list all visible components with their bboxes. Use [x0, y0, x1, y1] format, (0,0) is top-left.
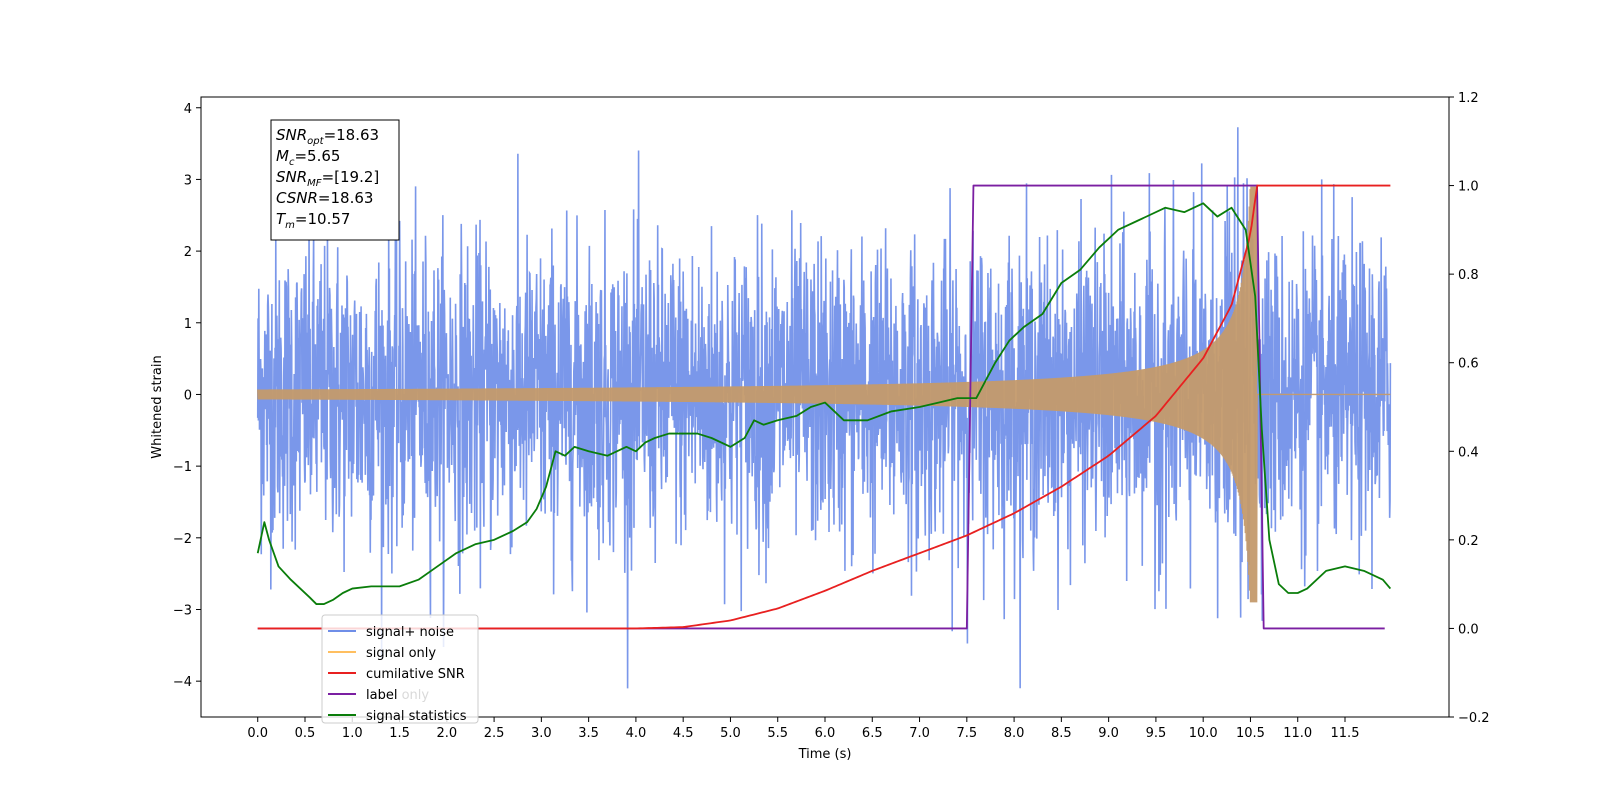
- y2-tick-label: 0.6: [1458, 357, 1479, 372]
- x-tick-label: 8.5: [1051, 726, 1072, 741]
- series-signal-noise: [256, 127, 1392, 689]
- annotation-line: CSNR=18.63: [276, 189, 373, 207]
- annotation-line: SNRopt=18.63: [276, 126, 379, 147]
- x-tick-label: 11.5: [1331, 726, 1360, 741]
- series-signal-statistics: [256, 202, 1392, 605]
- annotation-box: SNRopt=18.63Mc=5.65SNRMF=[19.2]CSNR=18.6…: [270, 119, 400, 241]
- x-tick-label: 5.5: [767, 726, 788, 741]
- x-tick-label: 3.0: [531, 726, 552, 741]
- x-tick-label: 7.5: [956, 726, 977, 741]
- annotation-line: Mc=5.65: [276, 147, 340, 168]
- x-tick-label: 9.5: [1146, 726, 1167, 741]
- x-tick-label: 0.0: [247, 726, 268, 741]
- y-axis-right: −0.2 0.0 0.2 0.4 0.6 0.8 1.0 1.2: [1449, 91, 1490, 726]
- x-axis-label: Time (s): [798, 747, 852, 762]
- x-tick-label: 11.0: [1283, 726, 1312, 741]
- y-tick-label: 1: [184, 317, 192, 332]
- legend-label: cumilative SNR: [366, 667, 465, 682]
- legend-frame: [321, 614, 479, 724]
- y-tick-label: 4: [184, 102, 192, 117]
- legend-label-hidden: label only: [366, 688, 429, 703]
- y-tick-label: 3: [184, 173, 192, 188]
- y2-tick-label: 0.4: [1458, 445, 1479, 460]
- y-tick-label: 0: [184, 388, 192, 403]
- x-tick-label: 2.5: [484, 726, 505, 741]
- x-tick-label: 9.0: [1098, 726, 1119, 741]
- x-tick-label: 2.0: [436, 726, 457, 741]
- annotation-frame: [270, 119, 400, 241]
- x-tick-label: 1.0: [342, 726, 363, 741]
- x-tick-label: 4.5: [673, 726, 694, 741]
- annotation-line: Tm=10.57: [276, 210, 350, 231]
- x-tick-label: 10.5: [1236, 726, 1265, 741]
- series-label: [257, 184, 1385, 630]
- y-tick-label: 2: [184, 245, 192, 260]
- y-tick-label: −1: [173, 460, 192, 475]
- x-tick-label: 6.0: [815, 726, 836, 741]
- y2-tick-label: 1.2: [1458, 91, 1479, 106]
- annotation-line: SNRMF=[19.2]: [276, 168, 379, 189]
- y-axis-left: −4 −3 −2 −1 0 1 2 3 4: [173, 102, 201, 690]
- legend-label: signal only: [366, 646, 436, 661]
- x-tick-label: 0.5: [295, 726, 316, 741]
- x-tick-label: 8.0: [1004, 726, 1025, 741]
- y2-tick-label: 0.2: [1458, 534, 1479, 549]
- y-tick-label: −4: [173, 675, 192, 690]
- x-tick-label: 4.0: [626, 726, 647, 741]
- y2-tick-label: 1.0: [1458, 180, 1479, 195]
- x-tick-label: 7.0: [909, 726, 930, 741]
- x-tick-label: 3.5: [578, 726, 599, 741]
- x-tick-label: 1.5: [389, 726, 410, 741]
- x-axis: 0.0 0.5 1.0 1.5 2.0 2.5 3.0 3.5 4.0 4.5 5.0 5.5 6.0 6…: [247, 717, 1359, 741]
- series-signal-only: [257, 186, 1391, 603]
- x-tick-label: 6.5: [862, 726, 883, 741]
- legend-label: signal statistics: [366, 709, 467, 724]
- y2-tick-label: 0.0: [1458, 622, 1479, 637]
- legend-label: label: [366, 688, 397, 703]
- y-axis-label: Whitened strain: [150, 355, 165, 458]
- y-tick-label: −3: [173, 603, 192, 618]
- x-tick-label: 5.0: [720, 726, 741, 741]
- legend: label only signal+ noise signal only cumila…: [321, 614, 479, 724]
- y2-tick-label: −0.2: [1458, 711, 1490, 726]
- x-tick-label: 10.0: [1189, 726, 1218, 741]
- legend-label: signal+ noise: [366, 625, 454, 640]
- y-tick-label: −2: [173, 532, 192, 547]
- y2-tick-label: 0.8: [1458, 268, 1479, 283]
